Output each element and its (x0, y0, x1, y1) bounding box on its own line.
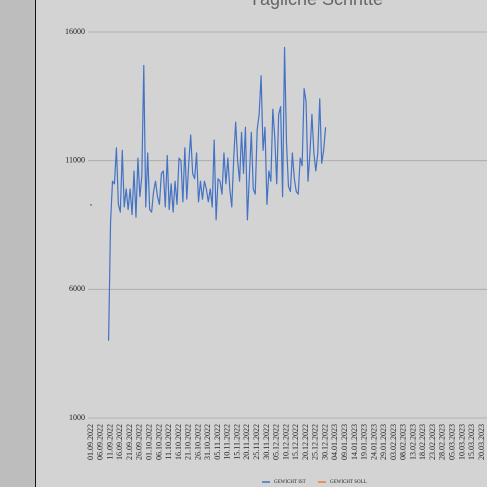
x-tick-label: 20.11.2022 (242, 424, 251, 460)
legend-label: GEWICHT IST (274, 480, 306, 485)
x-tick-label: 21.10.2022 (184, 424, 193, 460)
x-tick-label: 10.12.2022 (281, 424, 290, 460)
data-point (90, 204, 92, 206)
x-tick-label: 28.02.2023 (438, 424, 447, 460)
x-tick-label: 30.11.2022 (262, 424, 271, 460)
side-panel (0, 0, 35, 487)
x-tick-label: 26.10.2022 (193, 424, 202, 460)
x-tick-label: 08.02.2023 (399, 424, 408, 460)
x-tick-label: 21.09.2022 (125, 424, 134, 460)
y-tick-label: 16000 (65, 27, 85, 36)
y-tick-label: 11000 (65, 155, 85, 164)
x-tick-label: 15.12.2022 (291, 424, 300, 460)
x-tick-label: 01.10.2022 (144, 424, 153, 460)
x-tick-label: 29.01.2023 (379, 424, 388, 460)
x-tick-label: 11.09.2022 (105, 424, 114, 460)
x-tick-label: 13.02.2023 (408, 424, 417, 460)
x-tick-label: 04.01.2023 (330, 424, 339, 460)
x-tick-label: 26.09.2022 (135, 424, 144, 460)
x-tick-label: 20.12.2022 (301, 424, 310, 460)
chart-title: Tägliche Schritte (249, 0, 383, 9)
x-tick-label: 06.10.2022 (154, 424, 163, 460)
x-tick-label: 14.01.2023 (350, 424, 359, 460)
y-tick-label: 1000 (69, 413, 85, 422)
x-tick-label: 05.12.2022 (272, 424, 281, 460)
x-tick-label: 15.03.2023 (467, 424, 476, 460)
x-tick-label: 05.11.2022 (213, 424, 222, 460)
x-tick-label: 24.01.2023 (369, 424, 378, 460)
x-tick-label: 15.11.2022 (232, 424, 241, 460)
x-tick-label: 16.09.2022 (115, 424, 124, 460)
x-tick-label: 05.03.2023 (448, 424, 457, 460)
x-tick-label: 01.09.2022 (86, 424, 95, 460)
x-tick-label: 11.10.2022 (164, 424, 173, 460)
y-tick-label: 6000 (69, 284, 85, 293)
x-tick-label: 20.03.2023 (477, 424, 486, 460)
series-line (107, 46, 327, 341)
x-tick-label: 10.11.2022 (223, 424, 232, 460)
x-tick-label: 23.02.2023 (428, 424, 437, 460)
x-tick-label: 30.12.2022 (320, 424, 329, 460)
x-tick-label: 31.10.2022 (203, 424, 212, 460)
x-tick-label: 19.01.2023 (360, 424, 369, 460)
x-tick-label: 16.10.2022 (174, 424, 183, 460)
x-tick-label: 09.01.2023 (340, 424, 349, 460)
x-tick-label: 18.02.2023 (418, 424, 427, 460)
x-tick-label: 03.02.2023 (389, 424, 398, 460)
x-tick-label: 25.12.2022 (311, 424, 320, 460)
x-tick-label: 06.09.2022 (96, 424, 105, 460)
x-tick-label: 25.11.2022 (252, 424, 261, 460)
x-tick-label: 10.03.2023 (457, 424, 466, 460)
legend-label: GEWICHT SOLL (330, 480, 367, 485)
